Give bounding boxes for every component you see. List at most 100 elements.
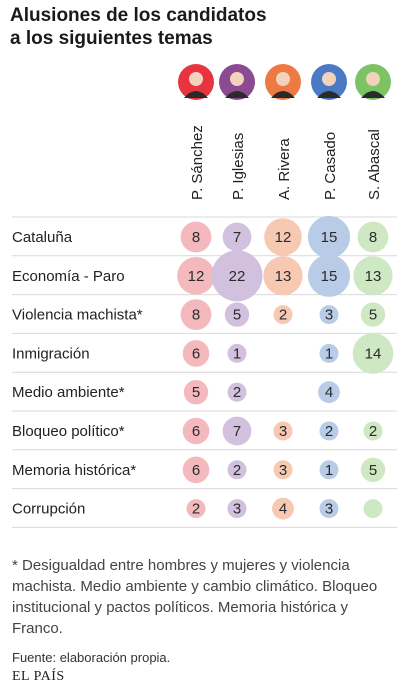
bubble-p-casado — [319, 305, 339, 325]
avatar-face-p-sanchez — [189, 72, 203, 86]
row-label-bloqueo-politico: Bloqueo político* — [12, 423, 125, 440]
bubble-p-casado — [319, 460, 339, 480]
data-label: 2 — [279, 307, 287, 324]
bubble-p-sanchez — [177, 257, 215, 295]
row-label-memoria-historica: Memoria histórica* — [12, 462, 136, 479]
bubble-s-abascal — [353, 256, 393, 296]
bubble-p-sanchez — [182, 340, 210, 367]
data-label: 5 — [192, 384, 200, 401]
data-label: 8 — [192, 229, 200, 246]
data-label: 2 — [192, 501, 200, 518]
bubble-s-abascal — [357, 221, 389, 253]
bubble-a-rivera — [263, 256, 303, 296]
data-label: 6 — [192, 462, 200, 479]
bubble-p-iglesias — [227, 499, 247, 519]
avatar-suit-a-rivera — [271, 91, 295, 98]
data-label: 7 — [233, 229, 241, 246]
bubble-p-sanchez — [180, 299, 212, 330]
row-label-violencia-machista: Violencia machista* — [12, 307, 143, 324]
column-header-a-rivera: A. Rivera — [276, 138, 293, 200]
data-label: 2 — [233, 462, 241, 479]
data-label: 4 — [325, 384, 333, 401]
avatar-suit-p-sanchez — [184, 91, 208, 98]
bubble-p-iglesias — [227, 382, 247, 402]
data-label: 15 — [321, 268, 338, 285]
column-header-p-iglesias: P. Iglesias — [230, 133, 247, 200]
bubble-p-sanchez — [186, 499, 206, 519]
bubble-p-iglesias — [222, 416, 252, 446]
data-label: 15 — [321, 229, 338, 246]
bubble-p-casado — [307, 215, 351, 259]
bubble-p-casado — [319, 343, 339, 363]
row-label-corrupcion: Corrupción — [12, 501, 85, 518]
source-note: Fuente: elaboración propia. — [12, 650, 171, 665]
avatar-face-p-casado — [322, 72, 336, 86]
data-label: 12 — [188, 268, 205, 285]
avatar-suit-p-iglesias — [225, 91, 249, 98]
row-label-medio-ambiente: Medio ambiente* — [12, 384, 125, 401]
avatar-face-a-rivera — [276, 72, 290, 86]
data-label: 1 — [233, 345, 241, 362]
column-header-p-casado: P. Casado — [322, 132, 339, 200]
bubble-p-iglesias — [227, 460, 247, 480]
avatar-suit-p-casado — [317, 91, 341, 98]
bubble-a-rivera — [273, 305, 293, 325]
data-label: 3 — [325, 307, 333, 324]
data-label: 8 — [369, 229, 377, 246]
data-label: 13 — [365, 268, 382, 285]
data-label: 3 — [325, 501, 333, 518]
data-label: 13 — [275, 268, 292, 285]
bubble-a-rivera — [272, 497, 294, 520]
data-label: 3 — [279, 423, 287, 440]
row-label-cataluna: Cataluña — [12, 229, 73, 246]
data-label: 6 — [192, 423, 200, 440]
bubble-s-abascal — [352, 333, 394, 374]
data-label: 3 — [233, 501, 241, 518]
data-label: 1 — [325, 462, 333, 479]
bubble-p-sanchez — [182, 417, 210, 445]
data-label: 14 — [365, 345, 382, 362]
data-label: 2 — [233, 384, 241, 401]
bubble-table: P. Sánchez P. Iglesias A. Rivera P. Casado S… — [12, 64, 397, 528]
row-label-inmigracion: Inmigración — [12, 345, 90, 362]
bubble-p-sanchez — [182, 456, 210, 484]
bubble-p-casado — [319, 499, 339, 519]
bubble-p-sanchez — [180, 221, 212, 253]
bubble-s-abascal — [363, 499, 383, 519]
bubble-a-rivera — [264, 218, 302, 256]
bubble-s-abascal — [363, 421, 383, 441]
bubble-p-casado — [307, 254, 351, 297]
chart-title-line-2: a los siguientes temas — [10, 28, 213, 49]
chart-title-line-1: Alusiones de los candidatos — [10, 5, 267, 26]
data-label: 5 — [369, 307, 377, 324]
bubble-s-abascal — [360, 302, 386, 327]
avatar-face-p-iglesias — [230, 72, 244, 86]
avatar-suit-s-abascal — [361, 91, 385, 98]
data-label: 2 — [325, 423, 333, 440]
row-label-economia-paro: Economía - Paro — [12, 268, 125, 285]
avatar-face-s-abascal — [366, 72, 380, 86]
data-label: 4 — [279, 501, 287, 518]
data-label: 3 — [279, 462, 287, 479]
data-label: 22 — [229, 268, 246, 285]
data-label: 2 — [369, 423, 377, 440]
chart-title: Alusiones de los candidatos a los siguie… — [10, 4, 330, 50]
data-label: 12 — [275, 229, 292, 246]
data-label: 1 — [325, 345, 333, 362]
bubble-p-casado — [319, 421, 339, 441]
footnote: * Desigualdad entre hombres y mujeres y … — [12, 557, 378, 637]
bubble-p-casado — [318, 381, 340, 404]
bubble-p-iglesias — [222, 222, 252, 252]
data-label: 6 — [192, 345, 200, 362]
bubble-p-iglesias — [211, 250, 263, 302]
bubble-s-abascal — [360, 457, 386, 482]
bubble-p-sanchez — [183, 380, 209, 405]
data-label: 5 — [233, 307, 241, 324]
column-header-p-sanchez: P. Sánchez — [189, 125, 206, 200]
bubble-a-rivera — [273, 421, 293, 441]
brand-logo-text: EL PAÍS — [12, 669, 65, 684]
data-label: 5 — [369, 462, 377, 479]
data-label: 8 — [192, 307, 200, 324]
bubble-p-iglesias — [224, 302, 250, 327]
